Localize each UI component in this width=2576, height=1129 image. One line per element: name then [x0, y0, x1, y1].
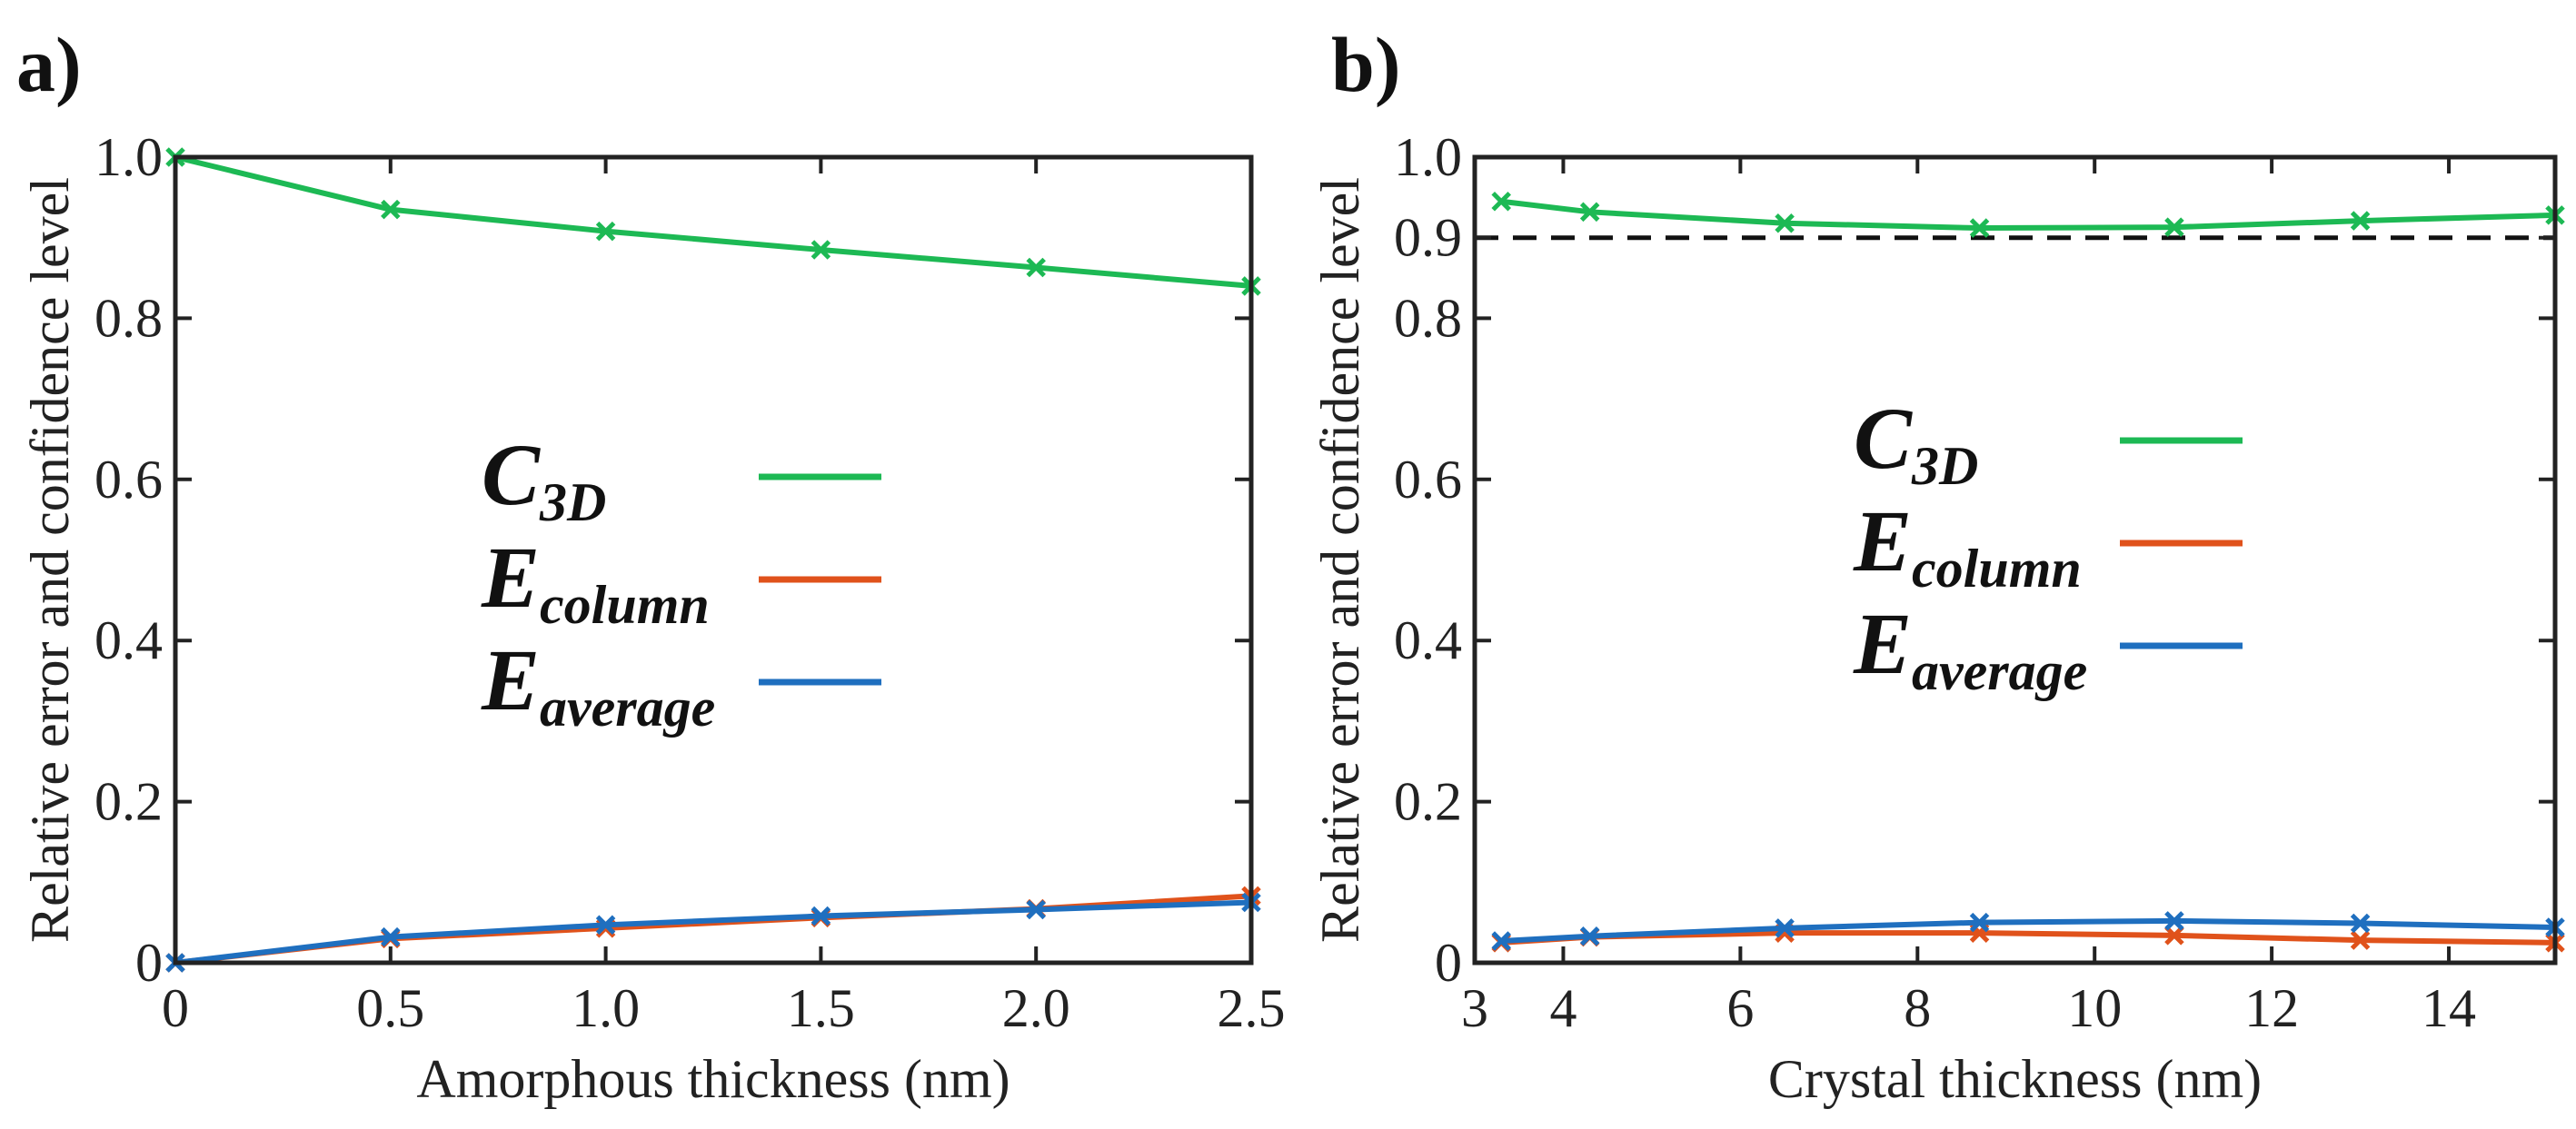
data-point: [1969, 218, 1990, 238]
legend-label: Ecolumn: [481, 529, 710, 635]
y-tick-label: 0: [135, 933, 163, 993]
series-line-C-3D: [174, 154, 1252, 289]
data-point: [811, 240, 831, 260]
y-tick-label: 0.8: [1394, 288, 1462, 348]
x-axis-label: Crystal thickness (nm): [1768, 1049, 2262, 1109]
legend-subscript: average: [1912, 641, 2087, 701]
y-tick-label: 0.6: [94, 450, 163, 510]
y-tick-label: 0: [1435, 933, 1462, 993]
data-point: [381, 199, 401, 220]
data-point: [595, 221, 616, 242]
data-point: [1969, 912, 1990, 933]
y-tick-label: 0.8: [94, 288, 163, 348]
legend-label: Eaverage: [481, 631, 715, 738]
legend-subscript: column: [1912, 539, 2082, 599]
y-tick-label: 0.9: [1394, 208, 1462, 268]
legend-subscript: average: [540, 678, 715, 738]
legend-symbol: C: [482, 426, 541, 523]
panel-b: b) 3 4 6 8 10 12 14 0 0.2 0.4 0.6 0.8 0.9 1.0 Crystal t…: [1310, 21, 2565, 1109]
data-point: [2350, 930, 2371, 950]
legend-item: Ecolumn: [481, 529, 881, 635]
y-tick-label: 0.2: [1394, 772, 1462, 832]
data-point: [2350, 913, 2371, 934]
data-point: [1775, 918, 1795, 938]
panel-label: b): [1331, 21, 1400, 108]
legend-symbol: C: [1854, 390, 1913, 487]
x-tick-label: 1.5: [787, 978, 855, 1038]
series-line-E-average: [174, 899, 1252, 966]
y-axis-label: Relative error and confidence level: [20, 177, 80, 943]
panel-a: a) 0 0.5 1.0 1.5 2.0 2.5 0 0.2 0.4 0.6 0.8 1.0 Amorph…: [16, 21, 1286, 1109]
data-point: [1491, 192, 1512, 212]
x-tick-label: 4: [1549, 978, 1576, 1038]
x-tick-label: 14: [2422, 978, 2476, 1038]
x-tick-label: 2.0: [1002, 978, 1070, 1038]
y-tick-label: 0.6: [1394, 450, 1462, 510]
data-point: [1491, 931, 1512, 951]
legend-label: C3D: [482, 426, 606, 532]
data-point: [2350, 211, 2371, 231]
x-axis-label: Amorphous thickness (nm): [416, 1049, 1010, 1109]
panel-label: a): [16, 21, 82, 108]
x-tick-label: 0.5: [356, 978, 424, 1038]
legend-item: C3D: [1854, 390, 2243, 496]
x-tick-label: 10: [2067, 978, 2122, 1038]
plot-frame: [1472, 154, 2558, 966]
x-tick-label: 6: [1726, 978, 1754, 1038]
data-point: [595, 915, 616, 936]
x-tick-label: 3: [1461, 978, 1488, 1038]
legend-subscript: column: [540, 575, 710, 635]
x-tick-label: 1.0: [572, 978, 640, 1038]
y-tick-label: 0.4: [1394, 610, 1462, 670]
series-line-C-3D: [1500, 198, 2556, 232]
y-tick-label: 0.2: [94, 772, 163, 832]
x-tick-label: 8: [1904, 978, 1931, 1038]
data-point: [1579, 202, 1600, 223]
data-point: [2164, 217, 2184, 237]
y-axis-label: Relative error and confidence level: [1310, 177, 1370, 943]
legend-label: Ecolumn: [1853, 492, 2082, 599]
data-point: [2164, 926, 2184, 946]
legend-item: Eaverage: [1853, 595, 2243, 701]
legend-item: Eaverage: [481, 631, 881, 738]
y-tick-label: 1.0: [94, 127, 163, 187]
data-point: [381, 926, 401, 947]
plot-frame: [173, 154, 1254, 966]
data-point: [811, 906, 831, 926]
legend-label: Eaverage: [1853, 595, 2087, 701]
x-tick-label: 2.5: [1218, 978, 1286, 1038]
data-point: [1579, 926, 1600, 946]
legend-symbol: E: [1853, 595, 1912, 692]
legend-subscript: 3D: [1911, 436, 1978, 496]
legend-symbol: E: [1853, 492, 1912, 589]
x-tick-label: 12: [2244, 978, 2299, 1038]
data-point: [1026, 899, 1046, 920]
data-point: [1026, 257, 1046, 278]
legend-label: C3D: [1854, 390, 1978, 496]
legend-symbol: E: [481, 529, 540, 626]
legend-item: C3D: [482, 426, 881, 532]
data-point: [2164, 911, 2184, 931]
legend-symbol: E: [481, 631, 540, 728]
y-tick-label: 0.4: [94, 610, 163, 670]
x-tick-label: 0: [162, 978, 189, 1038]
data-point: [1775, 213, 1795, 233]
legend-item: Ecolumn: [1853, 492, 2243, 599]
y-tick-label: 1.0: [1394, 127, 1462, 187]
legend-subscript: 3D: [539, 472, 606, 532]
